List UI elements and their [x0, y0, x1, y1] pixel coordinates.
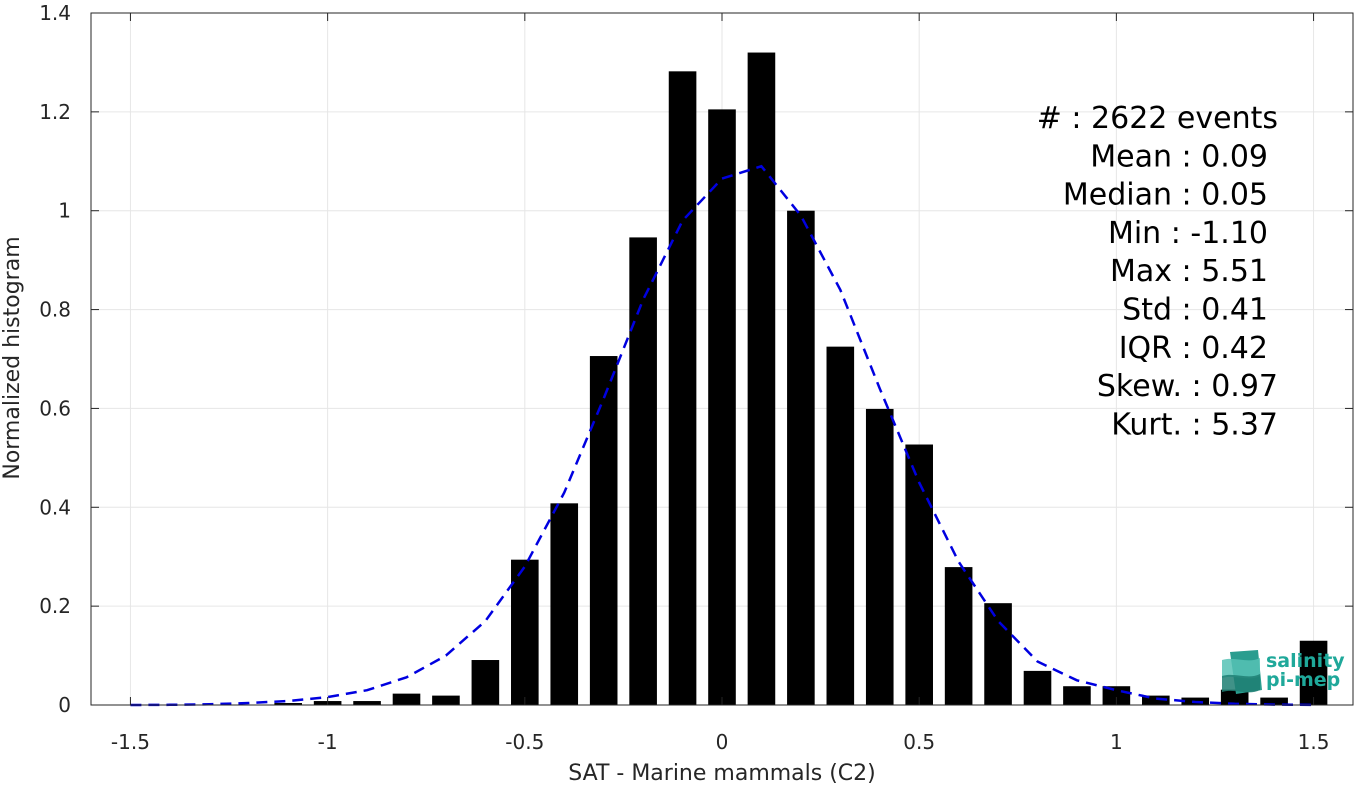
x-tick-label: -1.5 [111, 730, 150, 754]
y-axis-label: Normalized histogram [0, 236, 25, 479]
axis-ticks: -1.5 -1 -0.5 0 0.5 1 1.5 0 0.2 0.4 0.6 0.8 1 1.2 1.4 [39, 1, 1353, 754]
y-tick-label: 0.6 [39, 396, 71, 420]
y-tick-label: 0.8 [39, 298, 71, 322]
logo-emblem-icon [1222, 650, 1262, 694]
x-tick-label: 1 [1110, 730, 1123, 754]
histogram-bar [274, 703, 302, 705]
x-axis-label: SAT - Marine mammals (C2) [568, 761, 876, 785]
histogram-bar [511, 559, 539, 705]
y-tick-label: 1.4 [39, 1, 71, 25]
histogram-bar [629, 237, 657, 706]
x-tick-label: 0 [716, 730, 729, 754]
histogram-bar [787, 210, 815, 705]
logo-text-line1: salinity [1266, 650, 1345, 672]
y-tick-label: 1 [58, 199, 71, 223]
histogram-bar [708, 109, 736, 705]
y-tick-label: 1.2 [39, 100, 71, 124]
histogram-bar [1299, 640, 1328, 705]
stat-line: Median : 0.05 [1063, 178, 1268, 213]
stat-line: # : 2622 events [1037, 101, 1278, 136]
x-tick-label: -1 [318, 730, 338, 754]
histogram-bar [432, 695, 460, 705]
histogram-bar [1142, 695, 1170, 705]
histogram-bar [905, 444, 933, 705]
histogram-bar [865, 408, 894, 705]
histogram-bar [1063, 686, 1091, 705]
histogram-bar [550, 503, 579, 705]
histogram-bar [392, 693, 421, 705]
histogram-bar [589, 356, 618, 705]
stat-line: Skew. : 0.97 [1097, 369, 1278, 404]
histogram-bar [1260, 697, 1288, 705]
bars [274, 52, 1328, 706]
histogram-bar [826, 346, 855, 705]
y-tick-label: 0 [58, 693, 71, 717]
y-tick-label: 0.4 [39, 495, 71, 519]
x-tick-label: 1.5 [1298, 730, 1330, 754]
stat-line: IQR : 0.42 [1119, 331, 1268, 366]
y-tick-label: 0.2 [39, 594, 71, 618]
x-tick-label: -0.5 [505, 730, 544, 754]
histogram-bar [984, 603, 1012, 705]
histogram-bar [1023, 670, 1052, 705]
stat-line: Kurt. : 5.37 [1111, 407, 1278, 442]
histogram-bar [1220, 689, 1249, 705]
stat-line: Min : -1.10 [1108, 216, 1268, 251]
stat-line: Max : 5.51 [1110, 254, 1268, 289]
stat-line: Mean : 0.09 [1090, 139, 1268, 174]
histogram-bar [668, 71, 697, 706]
stat-line: Std : 0.41 [1122, 293, 1268, 328]
histogram-bar [471, 660, 500, 705]
histogram-bar [353, 701, 381, 705]
histogram-bar [944, 567, 973, 705]
histogram-bar [747, 52, 776, 706]
x-tick-label: 0.5 [903, 730, 935, 754]
logo-text-line2: pi-mep [1266, 669, 1340, 691]
